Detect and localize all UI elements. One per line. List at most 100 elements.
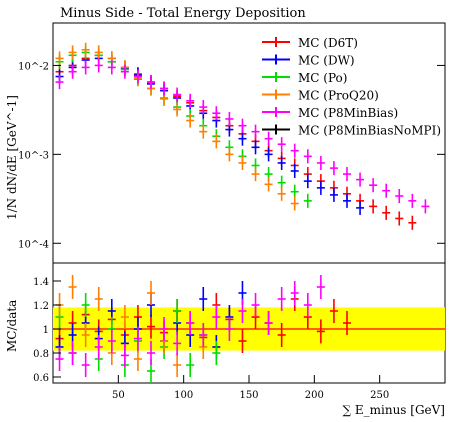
data-point	[55, 51, 64, 66]
ratio-point	[160, 317, 169, 341]
data-point	[94, 45, 103, 60]
ratio-point	[238, 329, 247, 353]
data-point	[303, 174, 312, 189]
data-point	[251, 140, 260, 155]
ratio-point	[173, 331, 182, 356]
data-point	[186, 93, 195, 108]
data-point	[94, 58, 103, 73]
ratio-point	[212, 305, 221, 329]
legend-entry: MC (D6T)	[262, 36, 358, 50]
data-point	[251, 167, 260, 182]
ratio-point	[120, 305, 129, 329]
x-axis-label: ∑ E_minus [GeV]	[342, 403, 445, 417]
legend-label: MC (P8MinBias)	[298, 106, 398, 120]
data-point	[238, 155, 247, 171]
ratio-point	[68, 275, 77, 299]
ratio-point	[94, 335, 103, 359]
data-point	[369, 199, 378, 214]
data-point	[120, 64, 129, 79]
ratio-point	[225, 317, 234, 341]
data-point	[173, 102, 182, 117]
data-point	[369, 178, 378, 193]
data-point	[290, 184, 299, 199]
x-tick-label: 50	[112, 390, 125, 401]
ratio-point	[277, 287, 286, 311]
ratio-point	[238, 299, 247, 323]
main-y-axis-label: 1/N dN/dE [GeV^-1]	[5, 95, 19, 220]
ratio-y-axis-label: MC/data	[5, 300, 19, 352]
data-point	[408, 193, 417, 208]
ratio-point	[107, 329, 116, 353]
ratio-point	[303, 293, 312, 317]
data-point	[303, 149, 312, 164]
x-tick-label: 250	[370, 390, 389, 401]
ratio-point	[81, 323, 90, 347]
data-point	[199, 124, 208, 139]
data-point	[264, 147, 273, 162]
ratio-point	[199, 323, 208, 347]
data-point	[238, 118, 247, 133]
legend-entry: MC (P8MinBiasNoMPI)	[262, 124, 441, 138]
ratio-point	[68, 341, 77, 365]
data-point	[290, 163, 299, 179]
data-point	[264, 131, 273, 146]
legend-entry: MC (Po)	[262, 71, 347, 85]
ratio-y-tick-label: 0.8	[33, 349, 49, 360]
legend-label: MC (ProQ20)	[298, 89, 379, 103]
ratio-point	[251, 293, 260, 317]
data-point	[277, 155, 286, 171]
ratio-point	[199, 287, 208, 311]
y-tick-label: 10^-4	[18, 239, 49, 250]
data-point	[316, 180, 325, 195]
data-point	[225, 111, 234, 127]
ratio-y-tick-label: 1	[43, 325, 49, 336]
legend-label: MC (DW)	[298, 54, 355, 68]
ratio-point	[133, 347, 142, 371]
ratio-ticks: 0.6 0.8 1 1.2 1.4 50 100 150 200 250	[33, 277, 389, 401]
data-point	[147, 75, 155, 90]
data-point	[81, 60, 90, 75]
data-point	[290, 196, 299, 211]
main-plot-marks	[55, 42, 430, 230]
data-point	[343, 193, 351, 208]
data-point	[356, 200, 365, 215]
data-point	[107, 60, 116, 75]
ratio-point	[173, 353, 182, 377]
data-point	[316, 155, 325, 171]
ratio-point	[81, 353, 90, 377]
data-point	[81, 42, 90, 57]
legend-label: MC (Po)	[298, 71, 347, 85]
legend-entry: MC (DW)	[262, 54, 355, 68]
ratio-point	[173, 299, 182, 323]
ratio-point	[55, 347, 64, 371]
data-point	[55, 75, 64, 90]
data-point	[329, 161, 338, 176]
data-point	[160, 81, 169, 96]
y-tick-label: 10^-3	[18, 150, 49, 161]
data-point	[68, 64, 77, 79]
data-point	[277, 137, 286, 152]
ratio-point	[81, 293, 90, 317]
x-tick-label: 100	[174, 390, 193, 401]
ratio-point	[343, 311, 351, 335]
ratio-point	[186, 311, 195, 335]
ratio-point	[186, 353, 195, 377]
ratio-plot-marks	[53, 275, 445, 383]
ratio-point	[329, 299, 338, 323]
legend: MC (D6T) MC (DW) MC (Po) MC (ProQ20) MC (P8M…	[262, 36, 441, 138]
ratio-point	[147, 281, 155, 305]
ratio-panel: 0.6 0.8 1 1.2 1.4 50 100 150 200 250 MC/data ∑ E_…	[5, 262, 446, 417]
data-point	[382, 183, 391, 198]
legend-entry: MC (P8MinBias)	[262, 106, 398, 120]
ratio-y-tick-label: 1.2	[33, 301, 49, 312]
ratio-point	[147, 314, 155, 339]
legend-entry: MC (ProQ20)	[262, 89, 379, 103]
data-point	[421, 199, 430, 214]
y-tick-label: 10^-2	[18, 61, 49, 72]
ratio-point	[94, 287, 103, 311]
ratio-point	[147, 341, 155, 365]
legend-label: MC (P8MinBiasNoMPI)	[298, 124, 441, 138]
data-point	[290, 143, 299, 158]
data-point	[395, 211, 404, 226]
